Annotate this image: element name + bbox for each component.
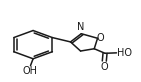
Text: O: O	[101, 62, 108, 72]
Text: OH: OH	[23, 66, 38, 76]
Text: N: N	[77, 22, 84, 32]
Text: O: O	[97, 33, 104, 43]
Text: HO: HO	[117, 48, 132, 58]
